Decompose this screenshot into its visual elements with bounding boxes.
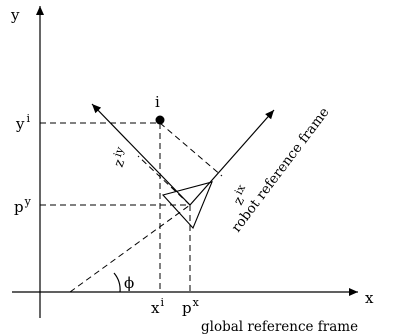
robot-frame-label: robot reference frame [228, 105, 332, 236]
angle-label: ϕ [124, 274, 134, 292]
py-tick-label: py [14, 195, 32, 216]
projection-to-ix-axis [159, 122, 223, 177]
robot-x-axis [189, 109, 275, 206]
px-tick-label: px [182, 296, 200, 317]
xi-tick-label: xi [151, 296, 164, 317]
point-i-label: i [155, 93, 160, 111]
robot-axis-extension [69, 204, 191, 293]
y-axis-label: y [10, 6, 20, 24]
robot-y-axis [91, 103, 191, 206]
point-i-marker [155, 115, 165, 125]
global-frame-label: global reference frame [201, 319, 358, 335]
z-iy-label: ziy [108, 144, 133, 169]
angle-arc [113, 272, 121, 293]
x-axis-label: x [365, 289, 374, 307]
robot-triangle [161, 181, 213, 230]
